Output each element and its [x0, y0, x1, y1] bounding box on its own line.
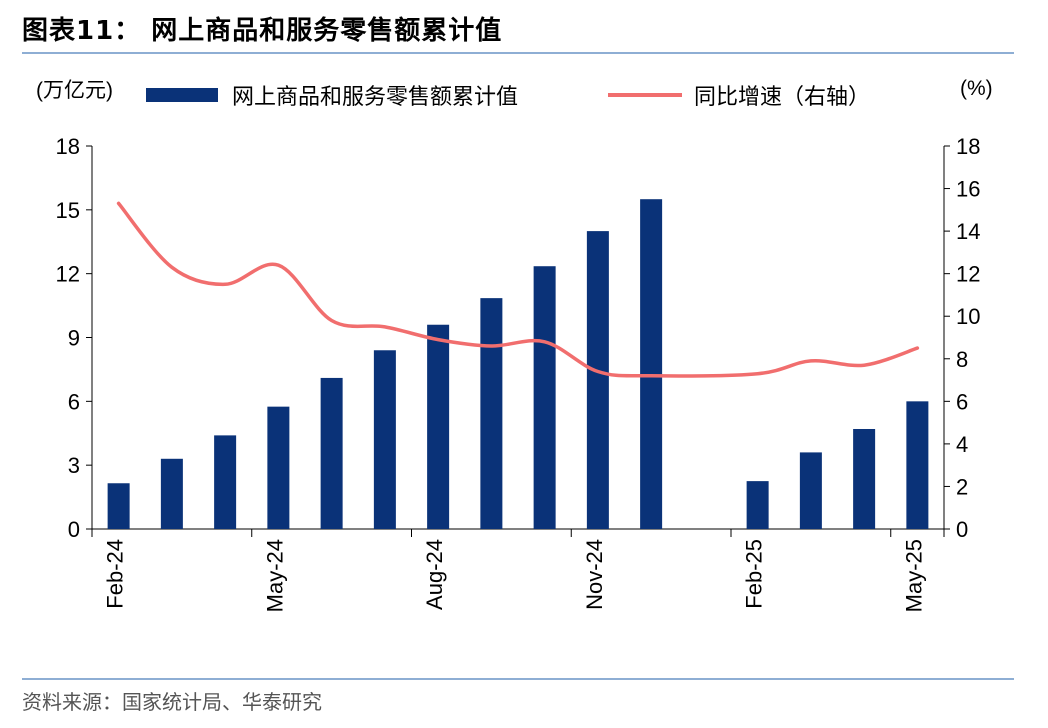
- legend-bar-label: 网上商品和服务零售额累计值: [232, 84, 518, 109]
- x-tick-label: May-25: [901, 539, 926, 612]
- source-note: 资料来源：国家统计局、华泰研究: [22, 690, 322, 714]
- bar-May-25: [906, 401, 929, 529]
- legend-line-label: 同比增速（右轴）: [694, 84, 870, 109]
- bar-Aug-24: [427, 324, 450, 529]
- x-tick-label: Feb-25: [742, 539, 767, 609]
- right-tick-label: 2: [956, 474, 968, 499]
- bar-Jun-24: [320, 377, 343, 529]
- right-tick-label: 10: [956, 304, 980, 329]
- x-tick-label: May-24: [262, 539, 287, 612]
- x-tick-label: Nov-24: [582, 539, 607, 610]
- right-tick-label: 0: [956, 517, 968, 542]
- bar-Feb-24: [107, 483, 130, 529]
- title-divider: [22, 52, 1014, 54]
- right-tick-label: 14: [956, 219, 980, 244]
- bar-Apr-25: [853, 428, 876, 529]
- right-tick-label: 4: [956, 432, 968, 457]
- bar-May-24: [267, 406, 290, 529]
- figure-title: 图表11： 网上商品和服务零售额累计值: [22, 16, 503, 46]
- left-tick-label: 0: [68, 517, 80, 542]
- bar-Mar-25: [799, 452, 822, 529]
- legend-bar-swatch: [146, 88, 218, 102]
- right-tick-label: 16: [956, 177, 980, 202]
- bar-Sep-24: [480, 298, 503, 529]
- right-axis-unit: (%): [960, 77, 993, 100]
- bar-Jul-24: [373, 350, 396, 529]
- x-tick-label: Aug-24: [422, 539, 447, 610]
- right-tick-label: 8: [956, 347, 968, 372]
- bar-Mar-24: [160, 458, 183, 529]
- right-tick-label: 12: [956, 262, 980, 287]
- left-axis-unit: (万亿元): [36, 79, 113, 102]
- bar-Feb-25: [746, 481, 769, 529]
- x-tick-label: Feb-24: [103, 539, 128, 609]
- right-tick-label: 6: [956, 389, 968, 414]
- left-tick-label: 3: [68, 453, 80, 478]
- left-tick-label: 15: [56, 198, 80, 223]
- bar-Oct-24: [533, 266, 556, 529]
- bar-Nov-24: [586, 231, 609, 529]
- growth-rate-line: [116, 201, 920, 378]
- left-tick-label: 6: [68, 389, 80, 414]
- left-tick-label: 9: [68, 326, 80, 351]
- bar-Apr-24: [214, 435, 237, 529]
- left-tick-label: 18: [56, 134, 80, 159]
- footer-divider: [22, 678, 1014, 680]
- left-tick-label: 12: [56, 262, 80, 287]
- bar-Dec-24: [640, 199, 663, 529]
- right-tick-label: 18: [956, 134, 980, 159]
